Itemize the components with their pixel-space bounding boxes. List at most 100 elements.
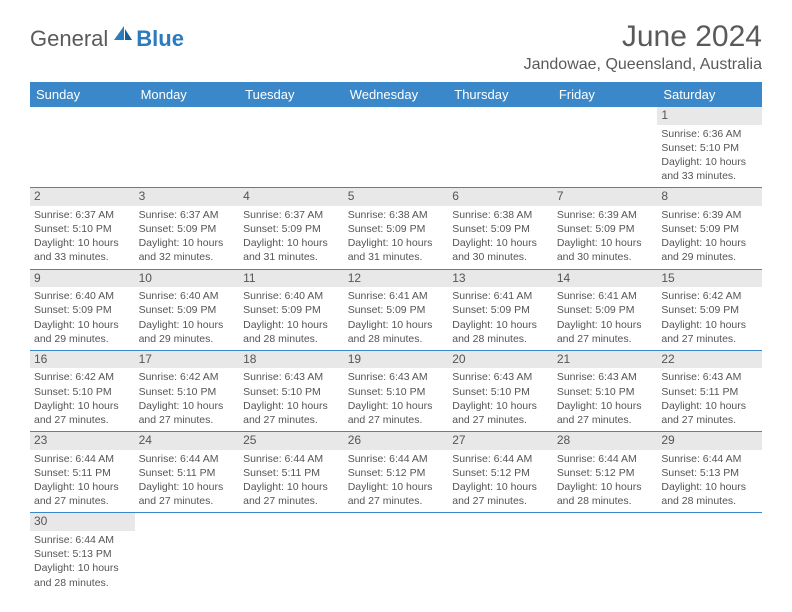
calendar-cell — [657, 513, 762, 594]
day-number: 26 — [344, 432, 449, 450]
sunset-text: Sunset: 5:10 PM — [243, 385, 340, 399]
day-details: Sunrise: 6:37 AMSunset: 5:09 PMDaylight:… — [135, 206, 240, 269]
daylight-text: Daylight: 10 hours — [139, 480, 236, 494]
calendar-cell: 23Sunrise: 6:44 AMSunset: 5:11 PMDayligh… — [30, 432, 135, 513]
day-number: 15 — [657, 270, 762, 288]
day-details: Sunrise: 6:41 AMSunset: 5:09 PMDaylight:… — [553, 287, 658, 350]
calendar-cell: 3Sunrise: 6:37 AMSunset: 5:09 PMDaylight… — [135, 188, 240, 269]
sunrise-text: Sunrise: 6:36 AM — [661, 127, 758, 141]
sunrise-text: Sunrise: 6:44 AM — [557, 452, 654, 466]
calendar-cell: 10Sunrise: 6:40 AMSunset: 5:09 PMDayligh… — [135, 269, 240, 350]
weekday-header: Sunday — [30, 82, 135, 107]
day-number: 11 — [239, 270, 344, 288]
sunrise-text: Sunrise: 6:43 AM — [661, 370, 758, 384]
calendar-row: 2Sunrise: 6:37 AMSunset: 5:10 PMDaylight… — [30, 188, 762, 269]
daylight-text-2: and 33 minutes. — [661, 169, 758, 183]
calendar-cell: 25Sunrise: 6:44 AMSunset: 5:11 PMDayligh… — [239, 432, 344, 513]
day-details: Sunrise: 6:43 AMSunset: 5:10 PMDaylight:… — [553, 368, 658, 431]
day-details: Sunrise: 6:44 AMSunset: 5:11 PMDaylight:… — [135, 450, 240, 513]
sunset-text: Sunset: 5:09 PM — [452, 222, 549, 236]
day-details: Sunrise: 6:44 AMSunset: 5:12 PMDaylight:… — [448, 450, 553, 513]
sunrise-text: Sunrise: 6:38 AM — [452, 208, 549, 222]
daylight-text-2: and 27 minutes. — [34, 413, 131, 427]
day-number: 17 — [135, 351, 240, 369]
calendar-cell — [135, 513, 240, 594]
daylight-text: Daylight: 10 hours — [452, 399, 549, 413]
day-number: 30 — [30, 513, 135, 531]
calendar-cell: 28Sunrise: 6:44 AMSunset: 5:12 PMDayligh… — [553, 432, 658, 513]
daylight-text-2: and 27 minutes. — [139, 413, 236, 427]
sunset-text: Sunset: 5:09 PM — [661, 222, 758, 236]
sunset-text: Sunset: 5:09 PM — [348, 303, 445, 317]
day-details: Sunrise: 6:39 AMSunset: 5:09 PMDaylight:… — [553, 206, 658, 269]
daylight-text-2: and 31 minutes. — [348, 250, 445, 264]
sunset-text: Sunset: 5:10 PM — [661, 141, 758, 155]
sunset-text: Sunset: 5:09 PM — [557, 303, 654, 317]
sunrise-text: Sunrise: 6:39 AM — [661, 208, 758, 222]
day-number: 24 — [135, 432, 240, 450]
daylight-text-2: and 27 minutes. — [243, 494, 340, 508]
day-details: Sunrise: 6:40 AMSunset: 5:09 PMDaylight:… — [30, 287, 135, 350]
daylight-text: Daylight: 10 hours — [348, 236, 445, 250]
day-details: Sunrise: 6:37 AMSunset: 5:10 PMDaylight:… — [30, 206, 135, 269]
day-details: Sunrise: 6:42 AMSunset: 5:10 PMDaylight:… — [135, 368, 240, 431]
calendar-body: 1Sunrise: 6:36 AMSunset: 5:10 PMDaylight… — [30, 107, 762, 594]
day-number: 2 — [30, 188, 135, 206]
calendar-table: SundayMondayTuesdayWednesdayThursdayFrid… — [30, 82, 762, 594]
day-number: 1 — [657, 107, 762, 125]
daylight-text: Daylight: 10 hours — [661, 399, 758, 413]
title-block: June 2024 Jandowae, Queensland, Australi… — [524, 20, 762, 74]
sunrise-text: Sunrise: 6:44 AM — [139, 452, 236, 466]
daylight-text: Daylight: 10 hours — [348, 318, 445, 332]
daylight-text: Daylight: 10 hours — [34, 318, 131, 332]
sunset-text: Sunset: 5:10 PM — [557, 385, 654, 399]
sunset-text: Sunset: 5:12 PM — [557, 466, 654, 480]
day-details: Sunrise: 6:40 AMSunset: 5:09 PMDaylight:… — [239, 287, 344, 350]
sunset-text: Sunset: 5:10 PM — [348, 385, 445, 399]
weekday-header: Wednesday — [344, 82, 449, 107]
day-details: Sunrise: 6:44 AMSunset: 5:11 PMDaylight:… — [239, 450, 344, 513]
weekday-header: Thursday — [448, 82, 553, 107]
calendar-cell: 24Sunrise: 6:44 AMSunset: 5:11 PMDayligh… — [135, 432, 240, 513]
month-title: June 2024 — [524, 20, 762, 54]
sunrise-text: Sunrise: 6:37 AM — [139, 208, 236, 222]
logo: General Blue — [30, 26, 184, 52]
calendar-header-row: SundayMondayTuesdayWednesdayThursdayFrid… — [30, 82, 762, 107]
day-number: 13 — [448, 270, 553, 288]
daylight-text-2: and 27 minutes. — [348, 413, 445, 427]
sunset-text: Sunset: 5:09 PM — [139, 222, 236, 236]
calendar-cell — [344, 107, 449, 188]
daylight-text: Daylight: 10 hours — [243, 318, 340, 332]
header: General Blue June 2024 Jandowae, Queensl… — [30, 20, 762, 74]
daylight-text: Daylight: 10 hours — [348, 399, 445, 413]
sunrise-text: Sunrise: 6:43 AM — [348, 370, 445, 384]
sunrise-text: Sunrise: 6:44 AM — [452, 452, 549, 466]
sunrise-text: Sunrise: 6:43 AM — [557, 370, 654, 384]
day-details: Sunrise: 6:39 AMSunset: 5:09 PMDaylight:… — [657, 206, 762, 269]
sunrise-text: Sunrise: 6:44 AM — [348, 452, 445, 466]
day-details: Sunrise: 6:43 AMSunset: 5:10 PMDaylight:… — [344, 368, 449, 431]
daylight-text-2: and 31 minutes. — [243, 250, 340, 264]
daylight-text-2: and 29 minutes. — [661, 250, 758, 264]
calendar-cell: 29Sunrise: 6:44 AMSunset: 5:13 PMDayligh… — [657, 432, 762, 513]
day-number: 9 — [30, 270, 135, 288]
day-number: 16 — [30, 351, 135, 369]
logo-sail-icon — [112, 24, 134, 47]
daylight-text-2: and 27 minutes. — [661, 413, 758, 427]
daylight-text-2: and 33 minutes. — [34, 250, 131, 264]
day-details: Sunrise: 6:41 AMSunset: 5:09 PMDaylight:… — [344, 287, 449, 350]
daylight-text-2: and 28 minutes. — [243, 332, 340, 346]
weekday-header: Monday — [135, 82, 240, 107]
day-details: Sunrise: 6:44 AMSunset: 5:11 PMDaylight:… — [30, 450, 135, 513]
day-details: Sunrise: 6:44 AMSunset: 5:12 PMDaylight:… — [553, 450, 658, 513]
sunset-text: Sunset: 5:10 PM — [34, 222, 131, 236]
sunset-text: Sunset: 5:13 PM — [34, 547, 131, 561]
sunrise-text: Sunrise: 6:41 AM — [348, 289, 445, 303]
calendar-cell: 2Sunrise: 6:37 AMSunset: 5:10 PMDaylight… — [30, 188, 135, 269]
daylight-text: Daylight: 10 hours — [661, 480, 758, 494]
calendar-cell: 21Sunrise: 6:43 AMSunset: 5:10 PMDayligh… — [553, 350, 658, 431]
logo-text-general: General — [30, 26, 108, 52]
calendar-row: 9Sunrise: 6:40 AMSunset: 5:09 PMDaylight… — [30, 269, 762, 350]
daylight-text: Daylight: 10 hours — [661, 155, 758, 169]
calendar-row: 30Sunrise: 6:44 AMSunset: 5:13 PMDayligh… — [30, 513, 762, 594]
